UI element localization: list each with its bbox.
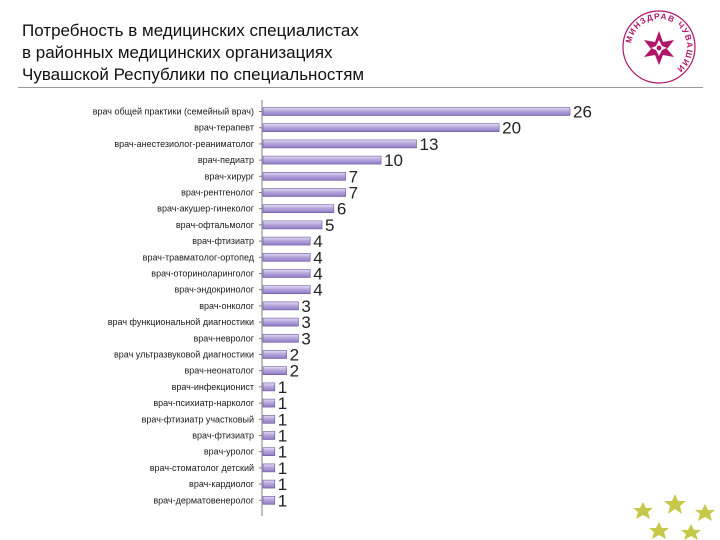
bar — [262, 123, 500, 132]
category-label: врач-кардиолог — [189, 479, 255, 489]
bar — [262, 447, 276, 457]
category-label: врач-хирург — [205, 171, 255, 181]
title-line-2: в районных медицинских организациях — [22, 43, 333, 62]
star-icon — [649, 522, 669, 539]
bar — [262, 366, 287, 376]
bar — [262, 139, 417, 149]
bar — [262, 236, 311, 246]
value-label: 13 — [420, 135, 439, 154]
bar — [262, 204, 335, 213]
category-label: врач общей практики (семейный врач) — [93, 107, 254, 117]
bar — [262, 269, 311, 278]
value-label: 26 — [573, 103, 592, 122]
category-label: врач-анестезиолог-реаниматолог — [114, 139, 254, 149]
category-label: врач-психиатр-нарколог — [153, 398, 254, 408]
star-icon — [695, 504, 715, 521]
value-label: 1 — [278, 410, 287, 429]
title-divider — [18, 87, 703, 88]
bar — [262, 172, 346, 181]
decorative-stars — [633, 494, 715, 540]
value-label: 7 — [349, 184, 358, 203]
value-label: 1 — [278, 443, 287, 462]
bar — [262, 317, 299, 327]
category-label: врач-офтальмолог — [176, 220, 255, 230]
category-label: врач-терапевт — [194, 123, 254, 133]
category-label: врач ультразвуковой диагностики — [114, 350, 254, 360]
category-label: врач-фтизиатр — [192, 236, 254, 246]
value-label: 10 — [384, 151, 403, 170]
category-label: врач-травматолог-ортопед — [143, 252, 255, 262]
bar — [262, 382, 276, 392]
bar — [262, 414, 276, 424]
category-label: врач функциональной диагностики — [108, 317, 254, 327]
logo-emblem — [644, 31, 674, 65]
bar — [262, 188, 346, 197]
bar — [262, 463, 276, 473]
star-icon — [664, 494, 686, 514]
star-icon — [681, 524, 701, 540]
ministry-logo: МИНЗДРАВ ЧУВАШИИ — [622, 10, 696, 84]
category-label: врач-невролог — [194, 333, 255, 343]
value-label: 4 — [313, 248, 322, 267]
category-label: врач-рентгенолог — [181, 188, 255, 198]
value-label: 20 — [502, 119, 521, 138]
bar — [262, 155, 382, 165]
bar — [262, 253, 311, 262]
category-label: врач-инфекционист — [172, 382, 254, 392]
value-label: 1 — [278, 491, 287, 510]
slide-title: Потребность в медицинских специалистах в… — [22, 20, 542, 86]
bar — [262, 285, 311, 295]
category-label: врач-акушер-гинеколог — [157, 204, 255, 214]
title-line-1: Потребность в медицинских специалистах — [22, 21, 359, 40]
value-label: 1 — [278, 378, 287, 397]
star-icon — [633, 502, 653, 519]
bar — [262, 495, 276, 505]
bar — [262, 333, 299, 343]
category-label: врач-фтизиатр — [192, 431, 254, 441]
bar — [262, 398, 276, 408]
value-label: 3 — [301, 329, 310, 348]
value-label: 5 — [325, 216, 334, 235]
category-label: врач-педиатр — [198, 155, 254, 165]
value-label: 2 — [290, 346, 299, 365]
value-label: 7 — [349, 167, 358, 186]
value-label: 3 — [301, 313, 310, 332]
category-label: врач-онколог — [199, 301, 254, 311]
value-label: 4 — [313, 232, 322, 251]
category-label: врач-эндокринолог — [175, 285, 255, 295]
value-label: 1 — [278, 427, 287, 446]
bar — [262, 301, 299, 311]
category-label: врач-фтизиатр участковый — [142, 414, 254, 424]
value-label: 1 — [278, 394, 287, 413]
value-label: 2 — [290, 362, 299, 381]
title-line-3: Чувашской Республики по специальностям — [22, 65, 365, 84]
value-label: 4 — [313, 281, 322, 300]
value-label: 1 — [278, 459, 287, 478]
value-label: 6 — [337, 200, 346, 219]
bar — [262, 107, 571, 116]
category-label: врач-неонатолог — [184, 366, 254, 376]
value-label: 3 — [301, 297, 310, 316]
category-label: врач-оториноларинголог — [151, 269, 254, 279]
bar — [262, 350, 287, 359]
category-label: врач-дерматовенеролог — [153, 495, 254, 505]
bar — [262, 431, 276, 440]
bar — [262, 220, 323, 230]
category-label: врач-уролог — [204, 447, 255, 457]
bar — [262, 479, 276, 489]
category-label: врач-стоматолог детский — [150, 463, 254, 473]
value-label: 1 — [278, 475, 287, 494]
value-label: 4 — [313, 265, 322, 284]
